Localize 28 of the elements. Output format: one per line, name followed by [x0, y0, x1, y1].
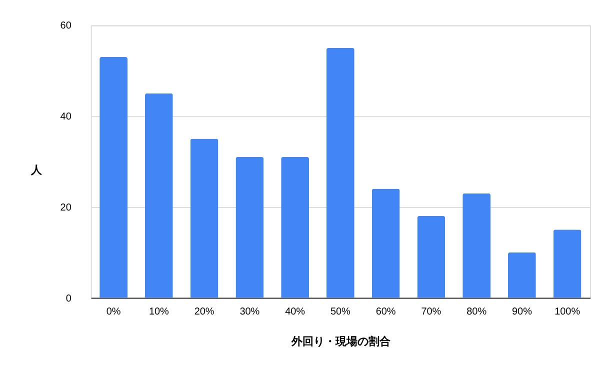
bar	[372, 188, 400, 298]
x-tick-label: 50%	[330, 306, 351, 318]
bar	[417, 216, 446, 298]
x-tick-label: 10%	[148, 306, 170, 318]
y-tick-label: 40	[60, 112, 72, 123]
bar	[462, 193, 491, 298]
x-tick-label: 0%	[106, 306, 121, 318]
y-tick-label: 60	[60, 20, 72, 32]
x-tick-label: 100%	[554, 306, 580, 318]
x-tick-label: 90%	[512, 306, 532, 318]
bar	[236, 156, 264, 298]
x-tick-label: 60%	[376, 306, 396, 318]
x-tick-label: 40%	[285, 306, 306, 318]
bar	[553, 230, 582, 298]
bar	[190, 138, 218, 298]
bar	[100, 57, 128, 298]
x-axis-title: 外回り・現場の割合	[290, 335, 392, 348]
bar	[281, 156, 310, 298]
x-tick-label: 30%	[240, 306, 260, 318]
x-tick-label: 70%	[421, 306, 442, 318]
bar	[508, 252, 536, 298]
y-axis-title: 人	[30, 164, 43, 177]
x-tick-label: 80%	[466, 306, 487, 318]
y-tick-label: 20	[60, 202, 72, 214]
y-tick-label: 0	[66, 293, 72, 304]
bar	[326, 48, 354, 298]
x-tick-label: 20%	[194, 306, 214, 318]
bar	[144, 93, 173, 298]
